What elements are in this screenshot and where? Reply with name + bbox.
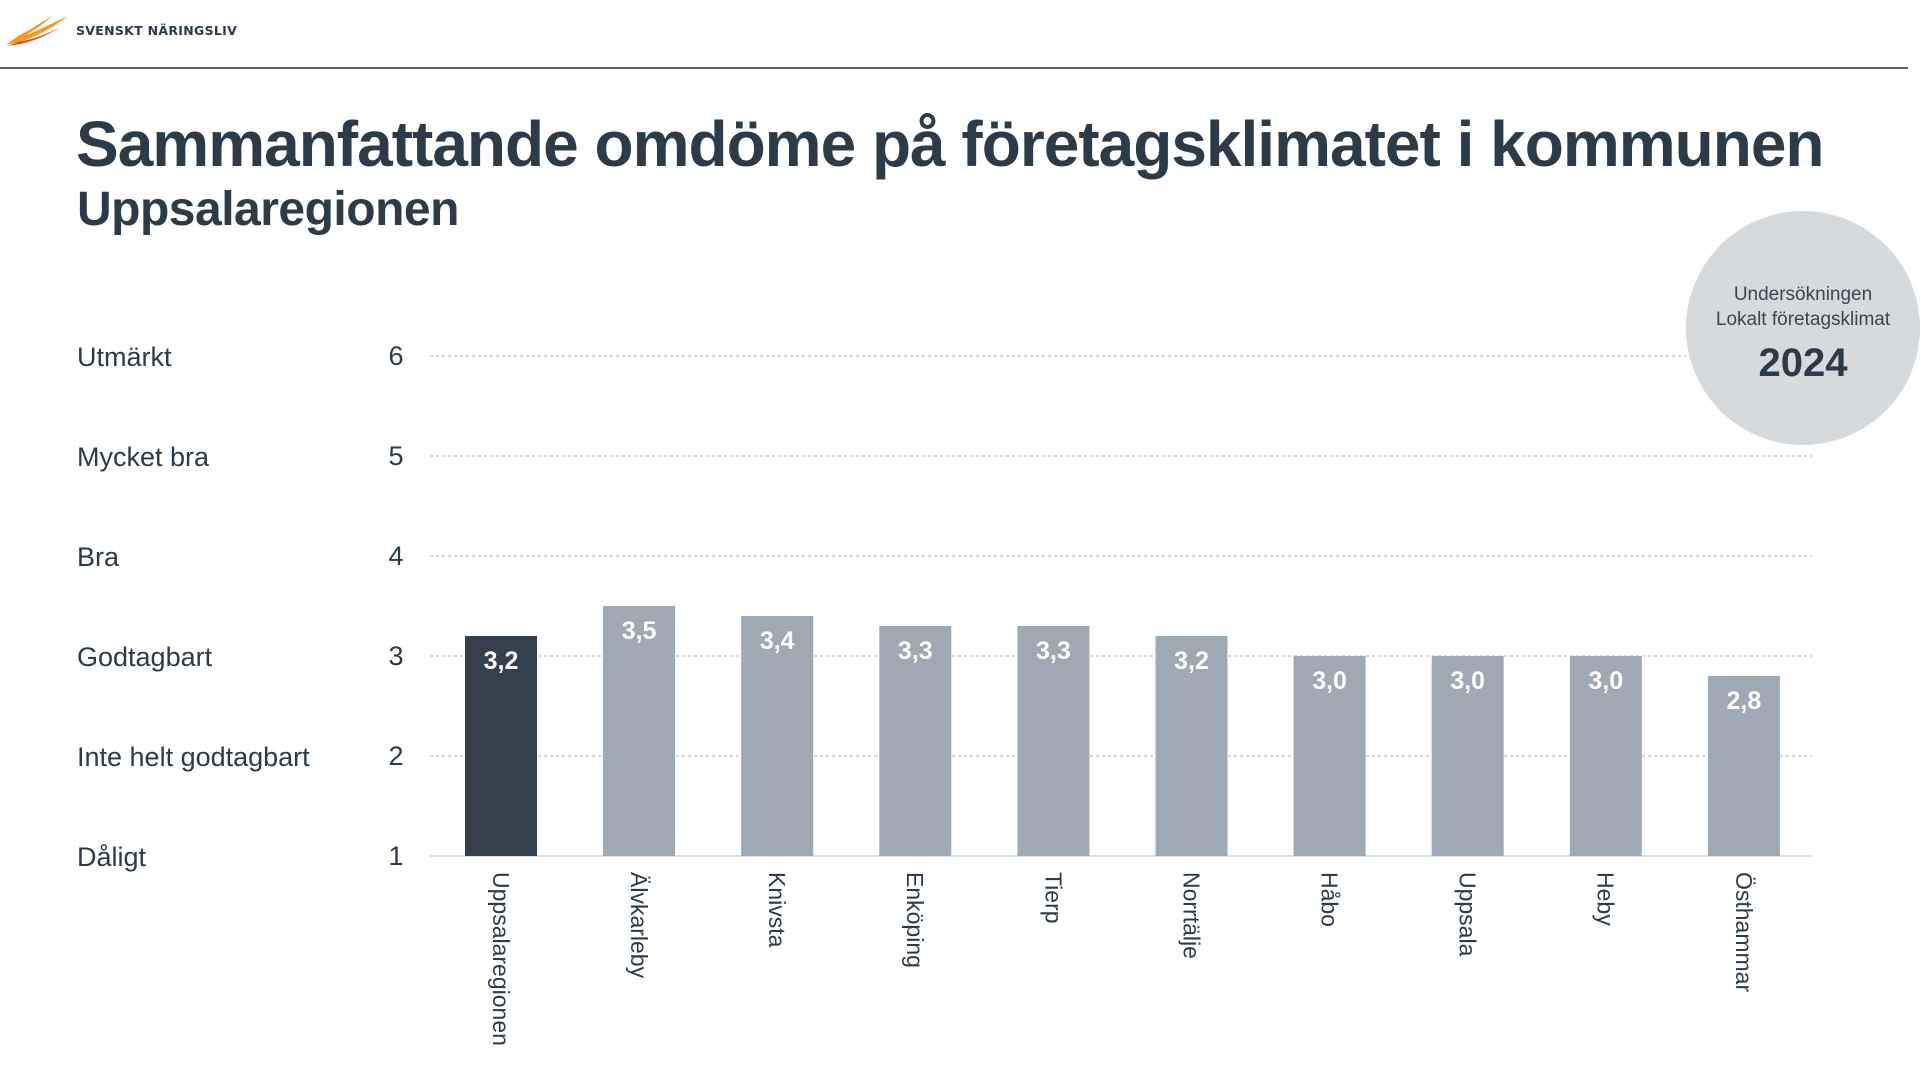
bar-value-labels: 3,2 3,5 3,4 3,3 3,3 3,2 3,0 3,0 3,0 2,8 (484, 617, 1762, 715)
bar-6 (1293, 656, 1366, 856)
y-tick-label: 6 (388, 341, 403, 371)
page-subtitle: Uppsalaregionen (77, 183, 459, 236)
bar-value-label: 3,2 (484, 647, 519, 675)
logo-bird-icon (6, 16, 68, 46)
survey-badge: Undersökningen Lokalt företagsklimat 202… (1686, 211, 1920, 445)
y-tick-label: 1 (388, 841, 403, 871)
bar-0 (465, 636, 537, 856)
logo: SVENSKT NÄRINGSLIV (4, 10, 237, 50)
bar-2 (741, 616, 814, 856)
bar-5 (1155, 636, 1228, 856)
category-label: Knivsta (764, 872, 790, 948)
bar-8 (1569, 656, 1642, 856)
y-axis-ticks: 1 2 3 4 5 6 (388, 341, 403, 871)
bar-value-label: 3,4 (760, 627, 795, 655)
x-axis-category-labels: Uppsalaregionen Älvkarleby Knivsta Enköping… (488, 872, 1757, 1046)
rating-label: Mycket bra (77, 442, 210, 472)
y-tick-label: 3 (388, 641, 403, 671)
bar-value-label: 3,0 (1588, 667, 1623, 695)
category-label: Älvkarleby (626, 872, 652, 979)
y-tick-label: 2 (388, 741, 403, 771)
category-label: Uppsala (1455, 872, 1481, 957)
bar-4 (1017, 626, 1090, 856)
bar-7 (1431, 656, 1504, 856)
bar-9 (1707, 676, 1780, 856)
header-divider (0, 67, 1908, 69)
badge-survey-name: Lokalt företagsklimat (1715, 309, 1891, 330)
bar-value-label: 3,0 (1312, 667, 1347, 695)
category-label: Håbo (1317, 872, 1343, 927)
y-tick-label: 5 (388, 441, 403, 471)
category-label: Tierp (1040, 872, 1066, 924)
bar-3 (879, 626, 952, 856)
category-label: Heby (1593, 872, 1619, 926)
bar-value-label: 3,0 (1450, 667, 1485, 695)
y-tick-label: 4 (388, 541, 403, 571)
rating-label: Bra (77, 542, 120, 572)
category-label: Östhammar (1731, 872, 1757, 992)
bar-value-label: 3,5 (622, 617, 657, 645)
rating-label: Utmärkt (77, 342, 172, 372)
category-label: Norrtälje (1178, 872, 1204, 959)
rating-label: Inte helt godtagbart (77, 742, 310, 772)
rating-scale-labels: Utmärkt Mycket bra Bra Godtagbart Inte helt … (77, 342, 310, 872)
rating-label: Dåligt (77, 842, 147, 872)
bar-value-label: 3,3 (1036, 637, 1071, 665)
rating-label: Godtagbart (77, 642, 213, 672)
category-label: Enköping (902, 872, 928, 968)
bar-value-label: 3,3 (898, 637, 933, 665)
badge-year: 2024 (1758, 341, 1848, 385)
bar-value-label: 3,2 (1174, 647, 1209, 675)
badge-survey-label: Undersökningen (1733, 284, 1873, 305)
page-title: Sammanfattande omdöme på företagsklimate… (76, 108, 1824, 180)
logo-text: SVENSKT NÄRINGSLIV (76, 22, 238, 38)
bar-value-label: 2,8 (1727, 687, 1762, 715)
bar-1 (603, 606, 676, 856)
category-label: Uppsalaregionen (488, 872, 514, 1046)
chart-bars (465, 606, 1780, 856)
